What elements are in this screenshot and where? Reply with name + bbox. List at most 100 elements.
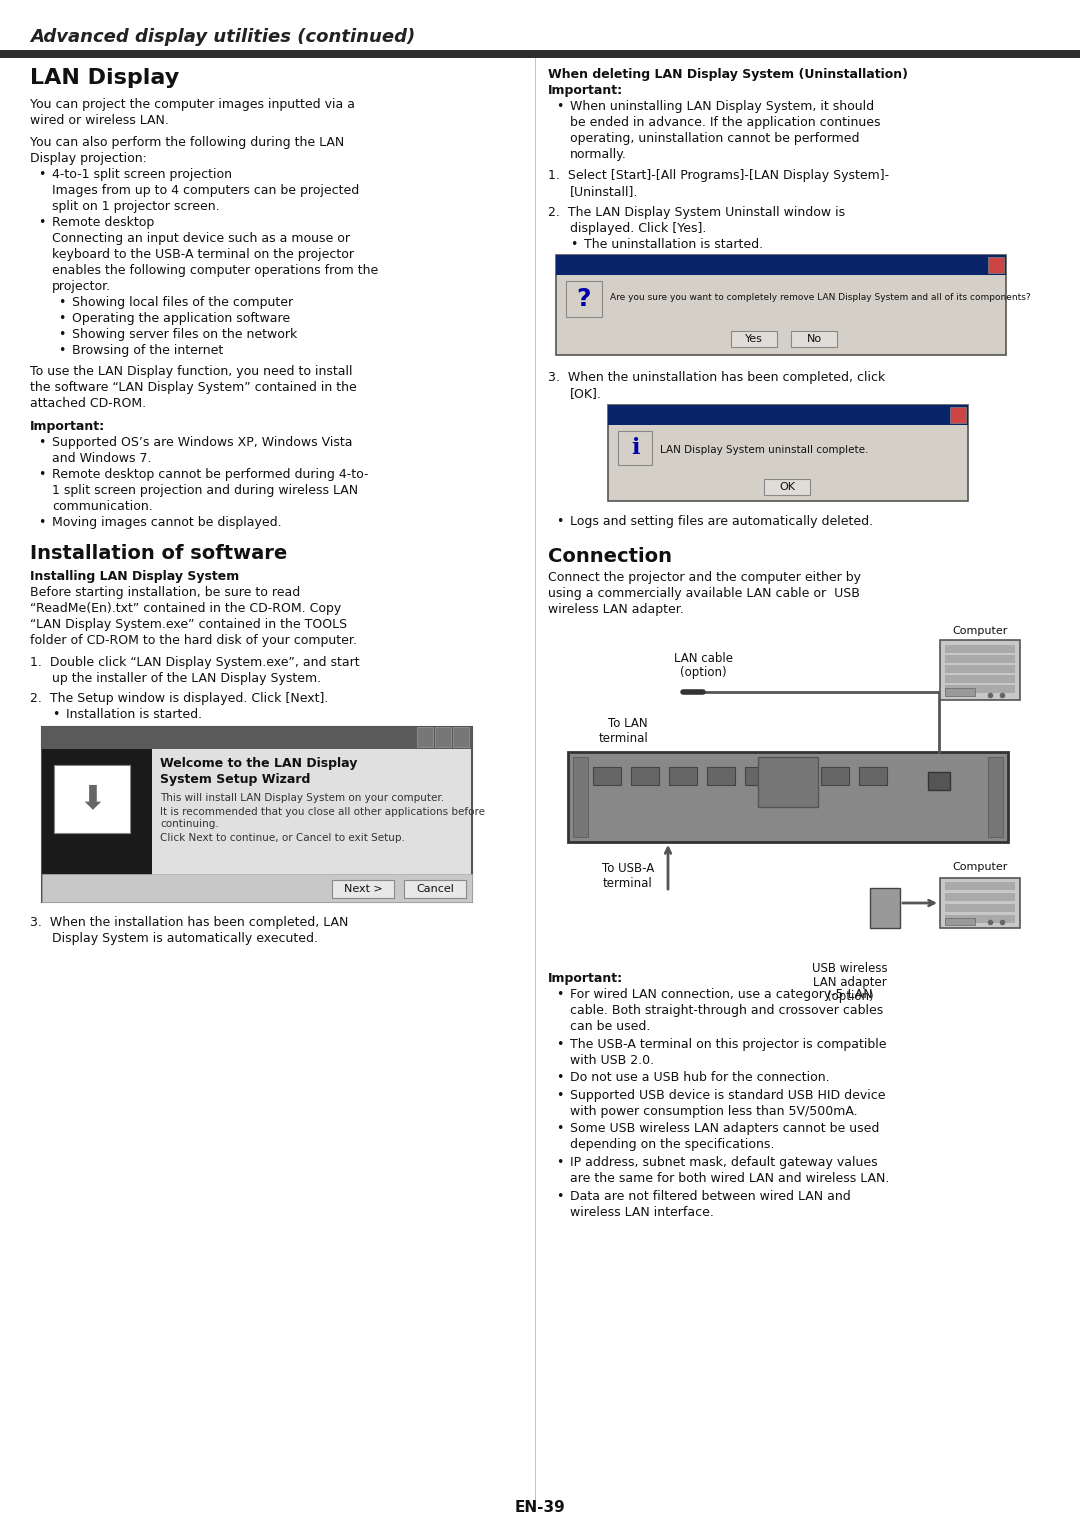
Text: Supported USB device is standard USB HID device: Supported USB device is standard USB HID… bbox=[570, 1089, 886, 1102]
Bar bbox=[573, 757, 588, 837]
Bar bbox=[608, 405, 968, 501]
Bar bbox=[945, 655, 1015, 663]
Bar bbox=[945, 893, 1015, 901]
Text: Supported OS’s are Windows XP, Windows Vista: Supported OS’s are Windows XP, Windows V… bbox=[52, 435, 352, 449]
Text: USB wireless: USB wireless bbox=[812, 962, 888, 976]
Text: System Setup Wizard: System Setup Wizard bbox=[160, 773, 310, 786]
Text: 4-to-1 split screen projection: 4-to-1 split screen projection bbox=[52, 168, 232, 182]
Bar bbox=[940, 640, 1020, 699]
Text: Operating the application software: Operating the application software bbox=[72, 313, 291, 325]
Text: Are you sure you want to completely remove LAN Display System and all of its com: Are you sure you want to completely remo… bbox=[610, 293, 1030, 302]
Text: Images from up to 4 computers can be projected: Images from up to 4 computers can be pro… bbox=[52, 185, 360, 197]
Text: It is recommended that you close all other applications before: It is recommended that you close all oth… bbox=[160, 806, 485, 817]
Bar bbox=[54, 765, 130, 832]
Text: i: i bbox=[631, 437, 639, 458]
Text: •: • bbox=[556, 1122, 564, 1136]
Text: •: • bbox=[556, 1089, 564, 1102]
Bar bbox=[608, 405, 968, 425]
Text: keyboard to the USB-A terminal on the projector: keyboard to the USB-A terminal on the pr… bbox=[52, 249, 354, 261]
Bar bbox=[618, 431, 652, 464]
Bar bbox=[945, 918, 975, 925]
Text: •: • bbox=[556, 1156, 564, 1170]
Text: ⚙ Setup - LAN Display System: ⚙ Setup - LAN Display System bbox=[64, 733, 240, 742]
Text: Click Next to continue, or Cancel to exit Setup.: Click Next to continue, or Cancel to exi… bbox=[160, 832, 405, 843]
Text: When uninstalling LAN Display System, it should: When uninstalling LAN Display System, it… bbox=[570, 99, 874, 113]
Text: “ReadMe(En).txt” contained in the CD-ROM. Copy: “ReadMe(En).txt” contained in the CD-ROM… bbox=[30, 602, 341, 615]
Bar bbox=[731, 331, 777, 347]
Text: the software “LAN Display System” contained in the: the software “LAN Display System” contai… bbox=[30, 382, 356, 394]
Bar bbox=[791, 331, 837, 347]
Text: •: • bbox=[556, 1190, 564, 1203]
Text: Browsing of the internet: Browsing of the internet bbox=[72, 345, 224, 357]
Text: and Windows 7.: and Windows 7. bbox=[52, 452, 151, 464]
Bar bbox=[631, 767, 659, 785]
Bar bbox=[556, 255, 1005, 356]
Bar bbox=[945, 689, 975, 696]
Bar bbox=[821, 767, 849, 785]
Text: Display projection:: Display projection: bbox=[30, 153, 147, 165]
Text: 2.  The LAN Display System Uninstall window is: 2. The LAN Display System Uninstall wind… bbox=[548, 206, 846, 218]
Text: 2.  The Setup window is displayed. Click [Next].: 2. The Setup window is displayed. Click … bbox=[30, 692, 328, 704]
Text: (option): (option) bbox=[679, 666, 727, 680]
Text: normally.: normally. bbox=[570, 148, 626, 160]
Text: Important:: Important: bbox=[548, 84, 623, 98]
Text: 1 split screen projection and during wireless LAN: 1 split screen projection and during wir… bbox=[52, 484, 359, 496]
Bar bbox=[859, 767, 887, 785]
Bar bbox=[764, 479, 810, 495]
Bar bbox=[42, 727, 472, 902]
Text: LAN Display System uninstall complete.: LAN Display System uninstall complete. bbox=[660, 444, 868, 455]
Text: Data are not filtered between wired LAN and: Data are not filtered between wired LAN … bbox=[570, 1190, 851, 1203]
Text: •: • bbox=[38, 168, 45, 182]
Text: Connection: Connection bbox=[548, 547, 672, 567]
Text: can be used.: can be used. bbox=[570, 1020, 650, 1032]
Text: 1.  Double click “LAN Display System.exe”, and start: 1. Double click “LAN Display System.exe”… bbox=[30, 657, 360, 669]
Text: projector.: projector. bbox=[52, 281, 111, 293]
Bar bbox=[435, 727, 451, 747]
Text: cable. Both straight-through and crossover cables: cable. Both straight-through and crossov… bbox=[570, 1003, 883, 1017]
Text: Some USB wireless LAN adapters cannot be used: Some USB wireless LAN adapters cannot be… bbox=[570, 1122, 879, 1136]
Text: Computer: Computer bbox=[953, 626, 1008, 637]
Text: —: — bbox=[420, 731, 430, 742]
Bar bbox=[332, 880, 394, 898]
Text: •: • bbox=[556, 515, 564, 528]
Text: •: • bbox=[556, 1038, 564, 1051]
Text: To USB-A: To USB-A bbox=[602, 863, 654, 875]
Text: Remote desktop cannot be performed during 4-to-: Remote desktop cannot be performed durin… bbox=[52, 467, 368, 481]
Text: LAN Display: LAN Display bbox=[30, 69, 179, 89]
Text: •: • bbox=[556, 99, 564, 113]
Text: [OK].: [OK]. bbox=[570, 388, 602, 400]
Text: •: • bbox=[52, 707, 59, 721]
Text: You can project the computer images inputted via a: You can project the computer images inpu… bbox=[30, 98, 355, 111]
Text: 3.  When the installation has been completed, LAN: 3. When the installation has been comple… bbox=[30, 916, 349, 928]
Text: Welcome to the LAN Display: Welcome to the LAN Display bbox=[160, 757, 357, 770]
Text: LAN cable: LAN cable bbox=[674, 652, 732, 664]
Text: enables the following computer operations from the: enables the following computer operation… bbox=[52, 264, 378, 278]
Text: Showing server files on the network: Showing server files on the network bbox=[72, 328, 297, 342]
Bar bbox=[940, 878, 1020, 928]
Text: •: • bbox=[58, 296, 66, 310]
Text: up the installer of the LAN Display System.: up the installer of the LAN Display Syst… bbox=[52, 672, 321, 686]
Text: •: • bbox=[38, 467, 45, 481]
Text: The uninstallation is started.: The uninstallation is started. bbox=[584, 238, 764, 250]
Text: Installation of software: Installation of software bbox=[30, 545, 287, 563]
Text: No: No bbox=[807, 334, 822, 344]
Text: X: X bbox=[955, 409, 961, 420]
Bar bbox=[42, 748, 152, 902]
Text: Showing local files of the computer: Showing local files of the computer bbox=[72, 296, 293, 310]
Text: The USB-A terminal on this projector is compatible: The USB-A terminal on this projector is … bbox=[570, 1038, 887, 1051]
Text: Display System is automatically executed.: Display System is automatically executed… bbox=[52, 931, 318, 945]
Text: OK: OK bbox=[779, 483, 795, 492]
Bar bbox=[988, 257, 1004, 273]
Text: ⬇: ⬇ bbox=[78, 782, 106, 815]
Bar bbox=[556, 255, 1005, 275]
Text: “LAN Display System.exe” contained in the TOOLS: “LAN Display System.exe” contained in th… bbox=[30, 618, 347, 631]
Text: with power consumption less than 5V/500mA.: with power consumption less than 5V/500m… bbox=[570, 1106, 858, 1118]
Bar bbox=[593, 767, 621, 785]
Text: To LAN: To LAN bbox=[608, 718, 648, 730]
Text: When deleting LAN Display System (Uninstallation): When deleting LAN Display System (Uninst… bbox=[548, 69, 908, 81]
Text: Connect the projector and the computer either by: Connect the projector and the computer e… bbox=[548, 571, 861, 583]
Text: 3.  When the uninstallation has been completed, click: 3. When the uninstallation has been comp… bbox=[548, 371, 886, 385]
Text: To use the LAN Display function, you need to install: To use the LAN Display function, you nee… bbox=[30, 365, 352, 379]
Bar bbox=[417, 727, 433, 747]
Bar bbox=[568, 751, 1008, 841]
